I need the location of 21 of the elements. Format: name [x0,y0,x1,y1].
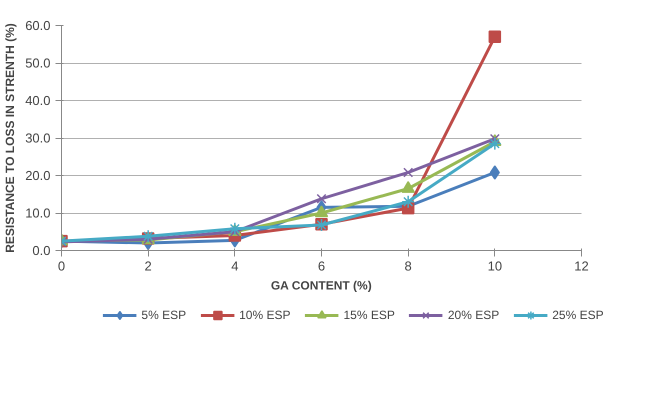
x-tick-label: 2 [144,258,152,274]
x-axis-title: GA CONTENT (%) [270,278,372,292]
y-tick-label: 0.0 [32,243,51,258]
x-tick-label: 0 [58,258,66,274]
legend-label: 15% ESP [343,308,395,322]
legend-label: 20% ESP [448,308,500,322]
y-axis-title: RESISTANCE TO LOSS IN STRENTH (%) [3,23,18,253]
x-tick-label: 6 [318,258,326,274]
y-tick-label: 50.0 [25,56,51,70]
y-tick-label: 40.0 [25,93,51,108]
legend-label: 10% ESP [239,308,290,322]
y-tick-label: 60.0 [25,18,51,33]
x-tick-label: 10 [488,258,502,274]
y-tick-label: 30.0 [25,130,51,146]
legend-label: 5% ESP [141,308,186,322]
legend-label: 25% ESP [552,308,604,322]
x-tick-label: 4 [231,258,238,274]
x-tick-label: 12 [574,258,589,274]
y-tick-label: 20.0 [25,168,51,183]
x-tick-label: 8 [404,258,412,274]
y-tick-label: 10.0 [25,206,51,220]
